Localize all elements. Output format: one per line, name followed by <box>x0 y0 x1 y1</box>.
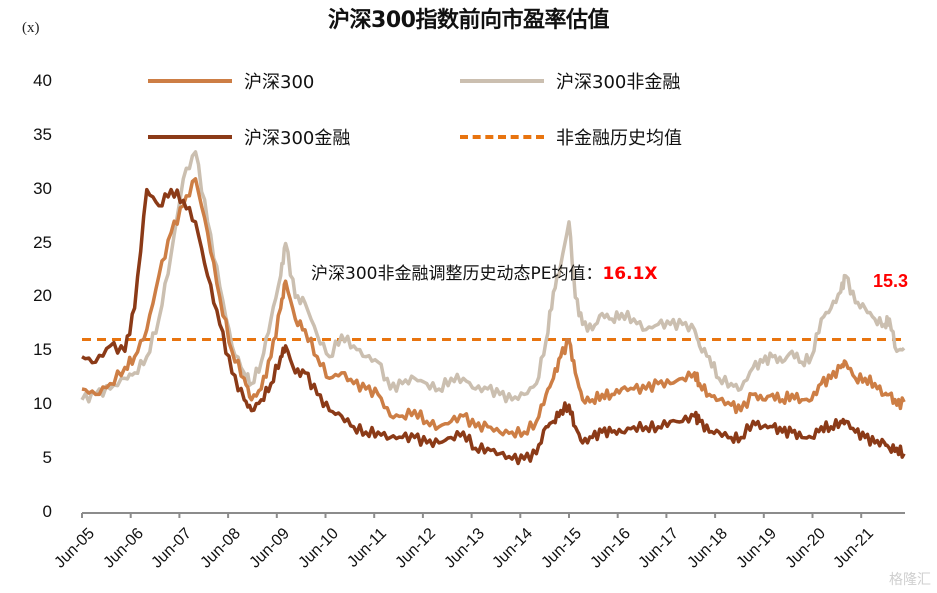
legend-swatch-hs300-nonfinancial <box>460 79 544 83</box>
annotation-value: 16.1X <box>602 264 658 284</box>
chart-title: 沪深300指数前向市盈率估值 <box>328 8 609 33</box>
legend-label: 沪深300 <box>244 72 315 93</box>
legend-swatch-nonfinancial-mean <box>460 135 544 139</box>
legend-label: 非金融历史均值 <box>556 128 682 149</box>
series-line-hs300-nonfinancial <box>80 150 906 404</box>
y-tick-label: 10 <box>33 394 52 414</box>
legend-item-hs300-nonfinancial: 沪深300非金融 <box>460 68 680 94</box>
y-axis-unit-label: (x) <box>22 20 40 36</box>
y-tick-label: 15 <box>33 340 52 360</box>
legend-item-hs300-financial: 沪深300金融 <box>148 124 350 150</box>
annotation-text: 沪深300非金融调整历史动态PE均值： <box>311 264 603 284</box>
legend-swatch-hs300-financial <box>148 135 232 139</box>
watermark: 格隆汇 <box>889 572 931 588</box>
series-line-hs300-financial <box>81 187 906 466</box>
y-tick-label: 25 <box>33 232 52 252</box>
legend-item-nonfinancial-mean: 非金融历史均值 <box>460 124 682 150</box>
y-tick-label: 35 <box>33 124 52 144</box>
legend-label: 沪深300金融 <box>244 128 351 149</box>
y-tick-label: 30 <box>33 178 52 198</box>
series-lines <box>80 150 906 466</box>
legend-item-hs300: 沪深300 <box>148 68 314 94</box>
latest-value-label: 15.3 <box>873 271 909 291</box>
series-line-hs300 <box>81 177 906 439</box>
mean-pe-annotation: 沪深300非金融调整历史动态PE均值：16.1X <box>311 259 658 284</box>
x-axis <box>81 512 905 518</box>
y-tick-label: 40 <box>33 70 52 90</box>
y-tick-label: 0 <box>42 502 52 521</box>
y-tick-label: 20 <box>33 286 52 306</box>
y-tick-label: 5 <box>42 448 52 468</box>
legend-swatch-hs300 <box>148 79 232 83</box>
legend-label: 沪深300非金融 <box>556 72 681 93</box>
